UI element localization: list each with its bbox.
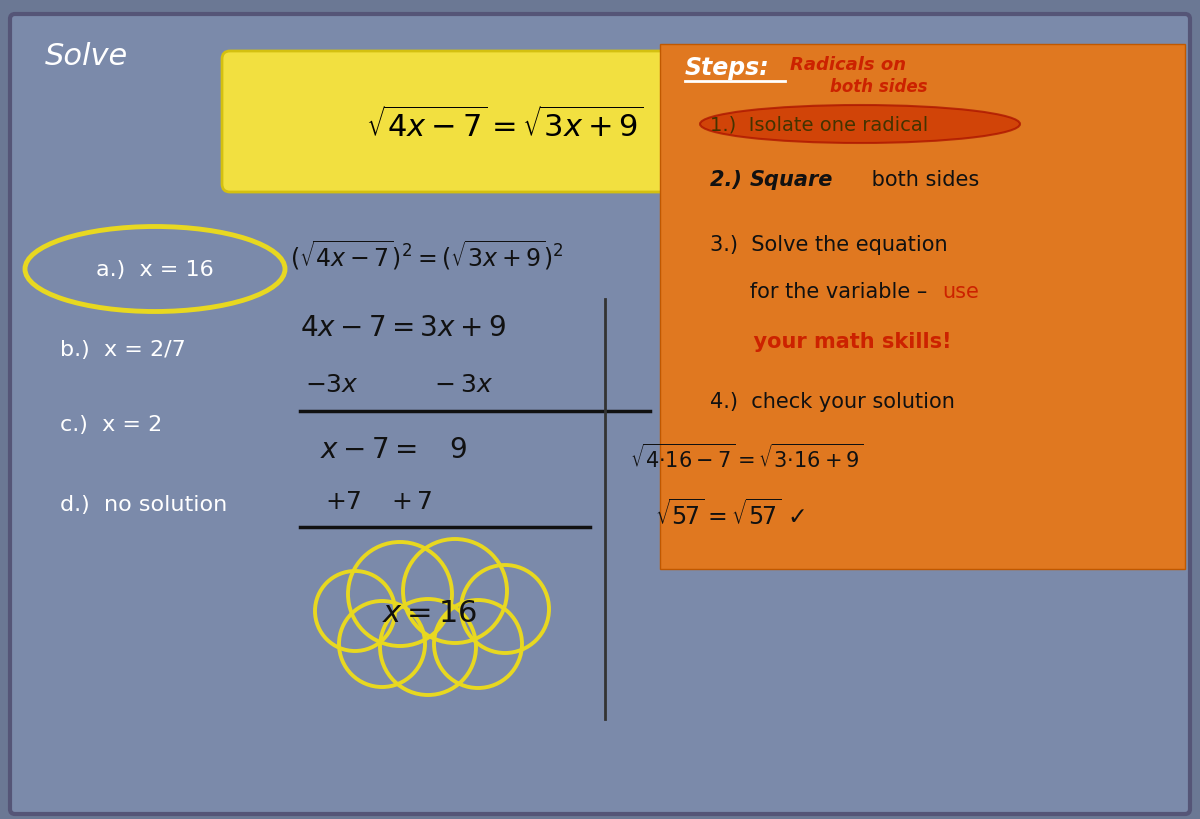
Text: 1.)  Isolate one radical: 1.) Isolate one radical	[710, 115, 929, 134]
FancyBboxPatch shape	[660, 45, 1186, 569]
Text: 3.)  Solve the equation: 3.) Solve the equation	[710, 235, 948, 255]
Text: Solve: Solve	[46, 42, 128, 71]
Text: for the variable –: for the variable –	[710, 282, 934, 301]
Text: both sides: both sides	[830, 78, 928, 96]
FancyBboxPatch shape	[222, 52, 788, 192]
Text: your math skills!: your math skills!	[710, 332, 952, 351]
Text: both sides: both sides	[865, 170, 979, 190]
Text: Square: Square	[750, 170, 833, 190]
Text: Steps:: Steps:	[685, 56, 769, 80]
Text: $\sqrt{4{\cdot}16-7}=\sqrt{3{\cdot}16+9}$: $\sqrt{4{\cdot}16-7}=\sqrt{3{\cdot}16+9}…	[630, 443, 864, 472]
Text: $+7 \quad +7$: $+7 \quad +7$	[325, 490, 433, 514]
Text: $\sqrt{4x-7} = \sqrt{3x+9}$: $\sqrt{4x-7} = \sqrt{3x+9}$	[366, 106, 644, 143]
Text: use: use	[942, 282, 979, 301]
Text: $\sqrt{57} = \sqrt{57}\ \checkmark$: $\sqrt{57} = \sqrt{57}\ \checkmark$	[655, 499, 805, 530]
FancyBboxPatch shape	[10, 15, 1190, 814]
Text: a.)  x = 16: a.) x = 16	[96, 260, 214, 279]
Text: 4.)  check your solution: 4.) check your solution	[710, 391, 955, 411]
Text: $-3x \qquad\quad -3x$: $-3x \qquad\quad -3x$	[305, 373, 493, 396]
Text: d.)  no solution: d.) no solution	[60, 495, 227, 514]
Text: $(\sqrt{4x-7})^2=(\sqrt{3x+9})^2$: $(\sqrt{4x-7})^2=(\sqrt{3x+9})^2$	[290, 238, 564, 271]
Text: $x = 16$: $x = 16$	[383, 599, 478, 627]
Text: c.)  x = 2: c.) x = 2	[60, 414, 162, 434]
Text: $4x-7=3x+9$: $4x-7=3x+9$	[300, 314, 505, 342]
Text: 2.): 2.)	[710, 170, 749, 190]
Text: $x-7=\quad 9$: $x-7=\quad 9$	[320, 436, 468, 464]
Ellipse shape	[700, 106, 1020, 144]
Text: Radicals on: Radicals on	[790, 56, 906, 74]
Text: b.)  x = 2/7: b.) x = 2/7	[60, 340, 186, 360]
